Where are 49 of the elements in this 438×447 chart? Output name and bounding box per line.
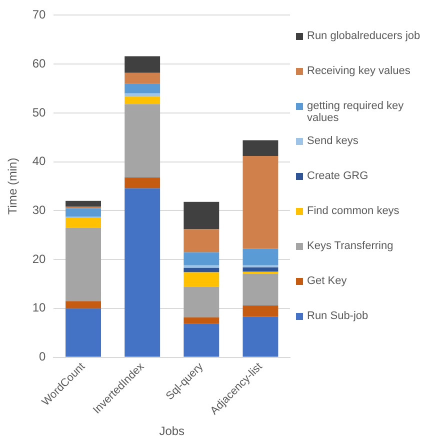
bar xyxy=(66,200,101,207)
bar xyxy=(124,93,160,96)
bar xyxy=(184,286,220,318)
y-tick-label: 20 xyxy=(32,252,46,266)
y-tick-label: 50 xyxy=(32,105,46,120)
bar xyxy=(242,156,278,249)
bar xyxy=(184,272,220,287)
bar xyxy=(124,72,160,84)
bar xyxy=(184,317,220,324)
bar xyxy=(124,56,160,73)
bar xyxy=(124,104,160,178)
y-tick-label: 10 xyxy=(32,300,46,315)
bar xyxy=(184,229,220,252)
bar xyxy=(184,324,220,357)
bar xyxy=(124,188,160,357)
y-axis-title: Time (min) xyxy=(6,158,20,215)
bar xyxy=(124,177,160,188)
bar xyxy=(66,208,101,217)
bar xyxy=(242,248,278,266)
y-tick-label: 40 xyxy=(32,154,46,168)
x-axis-title: Jobs xyxy=(159,424,185,438)
bar xyxy=(242,274,278,306)
bar xyxy=(66,301,101,308)
bar xyxy=(184,252,220,266)
bar xyxy=(66,308,101,357)
bar xyxy=(66,218,101,228)
bar xyxy=(242,140,278,156)
legend-label: Find common keys xyxy=(307,205,400,217)
bar xyxy=(184,202,220,230)
bar xyxy=(242,267,278,272)
y-tick-label: 30 xyxy=(32,202,46,217)
bar xyxy=(124,96,160,104)
y-tick-label: 60 xyxy=(32,56,46,70)
legend-label: Get Key xyxy=(307,275,347,287)
legend-label: Keys Transferring xyxy=(307,240,394,252)
legend-label: Run globalreducers job xyxy=(307,30,420,42)
bar xyxy=(184,268,220,272)
bar xyxy=(184,265,220,268)
legend-label: Receiving key values xyxy=(307,65,410,77)
bar xyxy=(242,316,278,357)
y-tick-label: 0 xyxy=(39,350,46,364)
bar xyxy=(66,228,101,302)
bar xyxy=(124,84,160,94)
bar xyxy=(242,305,278,317)
legend-label: Send keys xyxy=(307,135,358,147)
y-tick-label: 70 xyxy=(32,8,46,22)
legend-label: Run Sub-job xyxy=(307,310,368,322)
legend-label: getting required key values xyxy=(307,100,405,124)
legend-label: Create GRG xyxy=(307,170,368,182)
